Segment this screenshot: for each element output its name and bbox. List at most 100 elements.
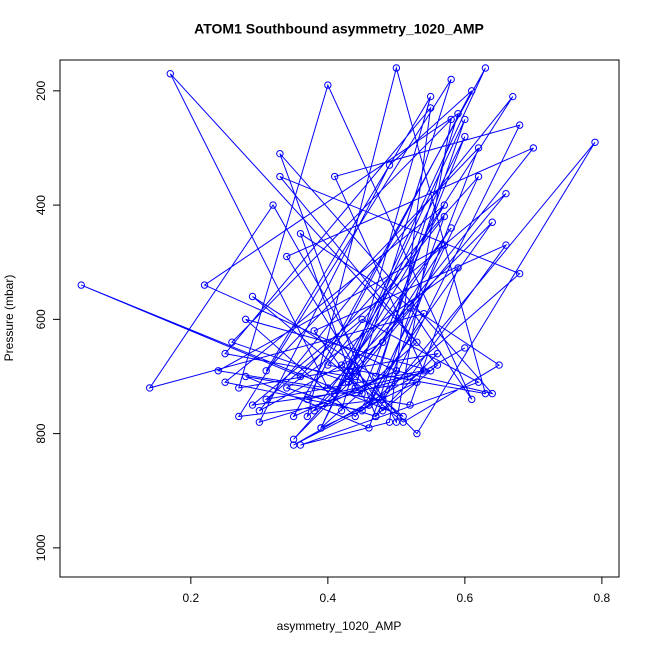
data-point — [406, 304, 414, 312]
data-point — [495, 361, 503, 369]
data-point — [331, 389, 339, 398]
data-point — [426, 104, 435, 112]
data-point — [214, 367, 222, 375]
x-tick-label: 0.6 — [457, 591, 474, 605]
data-point — [262, 367, 270, 375]
chart-title: ATOM1 Southbound asymmetry_1020_AMP — [194, 21, 484, 37]
data-point — [502, 241, 510, 249]
data-point — [344, 372, 353, 381]
data-point — [591, 138, 599, 146]
data-point — [241, 315, 250, 324]
data-point — [385, 161, 394, 169]
data-point — [515, 269, 524, 278]
y-tick-label: 800 — [34, 423, 48, 443]
data-point — [461, 344, 469, 352]
data-point — [351, 412, 359, 421]
data-point — [221, 349, 229, 358]
data-point — [474, 172, 483, 181]
data-point — [372, 412, 380, 421]
data-point — [235, 384, 243, 392]
data-point — [146, 384, 154, 392]
data-point — [200, 281, 209, 289]
data-point — [447, 224, 455, 232]
data-point — [529, 144, 538, 152]
data-point — [269, 201, 277, 209]
data-point — [420, 309, 428, 318]
data-point — [358, 315, 366, 324]
data-point — [283, 252, 291, 261]
data-point — [454, 264, 462, 272]
y-tick-label: 1000 — [34, 534, 48, 561]
data-point — [399, 412, 407, 421]
data-point — [488, 218, 496, 226]
x-tick-label: 0.4 — [320, 591, 337, 605]
y-axis-label: Pressure (mbar) — [2, 275, 16, 362]
data-point — [358, 407, 366, 415]
x-tick-label: 0.2 — [183, 591, 200, 605]
data-point — [358, 389, 366, 398]
data-point — [406, 401, 414, 409]
data-point — [515, 121, 524, 129]
data-point — [317, 424, 325, 432]
data-point — [365, 424, 373, 432]
data-point — [289, 441, 298, 449]
data-point — [392, 64, 401, 72]
data-point — [440, 241, 449, 249]
data-point — [344, 378, 353, 386]
data-point — [447, 115, 455, 124]
data-point — [235, 412, 243, 421]
data-point — [420, 367, 428, 375]
data-point — [426, 92, 435, 101]
data-point — [166, 70, 174, 78]
x-tick-label: 0.8 — [594, 591, 611, 605]
data-point — [351, 384, 359, 392]
data-point — [474, 144, 483, 152]
data-point — [324, 81, 332, 89]
data-point — [296, 372, 305, 381]
data-point — [365, 401, 373, 409]
data-point — [77, 281, 85, 289]
data-point — [351, 367, 359, 375]
data-point — [440, 201, 449, 209]
data-point — [454, 109, 462, 118]
data-point — [324, 361, 332, 369]
data-point — [413, 378, 421, 386]
data-point — [289, 412, 298, 421]
data-point — [324, 384, 332, 392]
data-point — [378, 338, 387, 346]
data-point — [255, 407, 264, 415]
data-point — [433, 349, 442, 358]
data-point — [406, 372, 414, 381]
data-point — [248, 292, 257, 301]
y-tick-label: 600 — [34, 309, 48, 329]
data-point — [228, 338, 236, 346]
data-point — [461, 115, 469, 124]
data-point — [248, 401, 257, 409]
data-point — [468, 395, 476, 404]
data-point — [413, 338, 421, 346]
data-point — [461, 132, 469, 141]
data-point — [372, 372, 380, 381]
data-point — [413, 429, 421, 438]
data-point — [303, 395, 312, 404]
data-point — [474, 378, 483, 386]
data-point — [262, 395, 270, 404]
series-line — [81, 66, 596, 446]
x-axis-label: asymmetry_1020_AMP — [277, 619, 402, 633]
data-point — [481, 389, 490, 398]
data-point — [310, 407, 318, 415]
data-point — [296, 229, 305, 238]
data-point — [378, 395, 387, 404]
data-point — [392, 367, 401, 375]
data-point — [385, 418, 394, 426]
data-point — [255, 418, 264, 426]
data-point — [502, 189, 510, 198]
data-point — [337, 361, 346, 369]
data-point — [289, 435, 298, 444]
data-point — [468, 87, 476, 95]
data-point — [337, 407, 346, 415]
y-tick-label: 400 — [34, 195, 48, 215]
data-point — [303, 412, 312, 421]
